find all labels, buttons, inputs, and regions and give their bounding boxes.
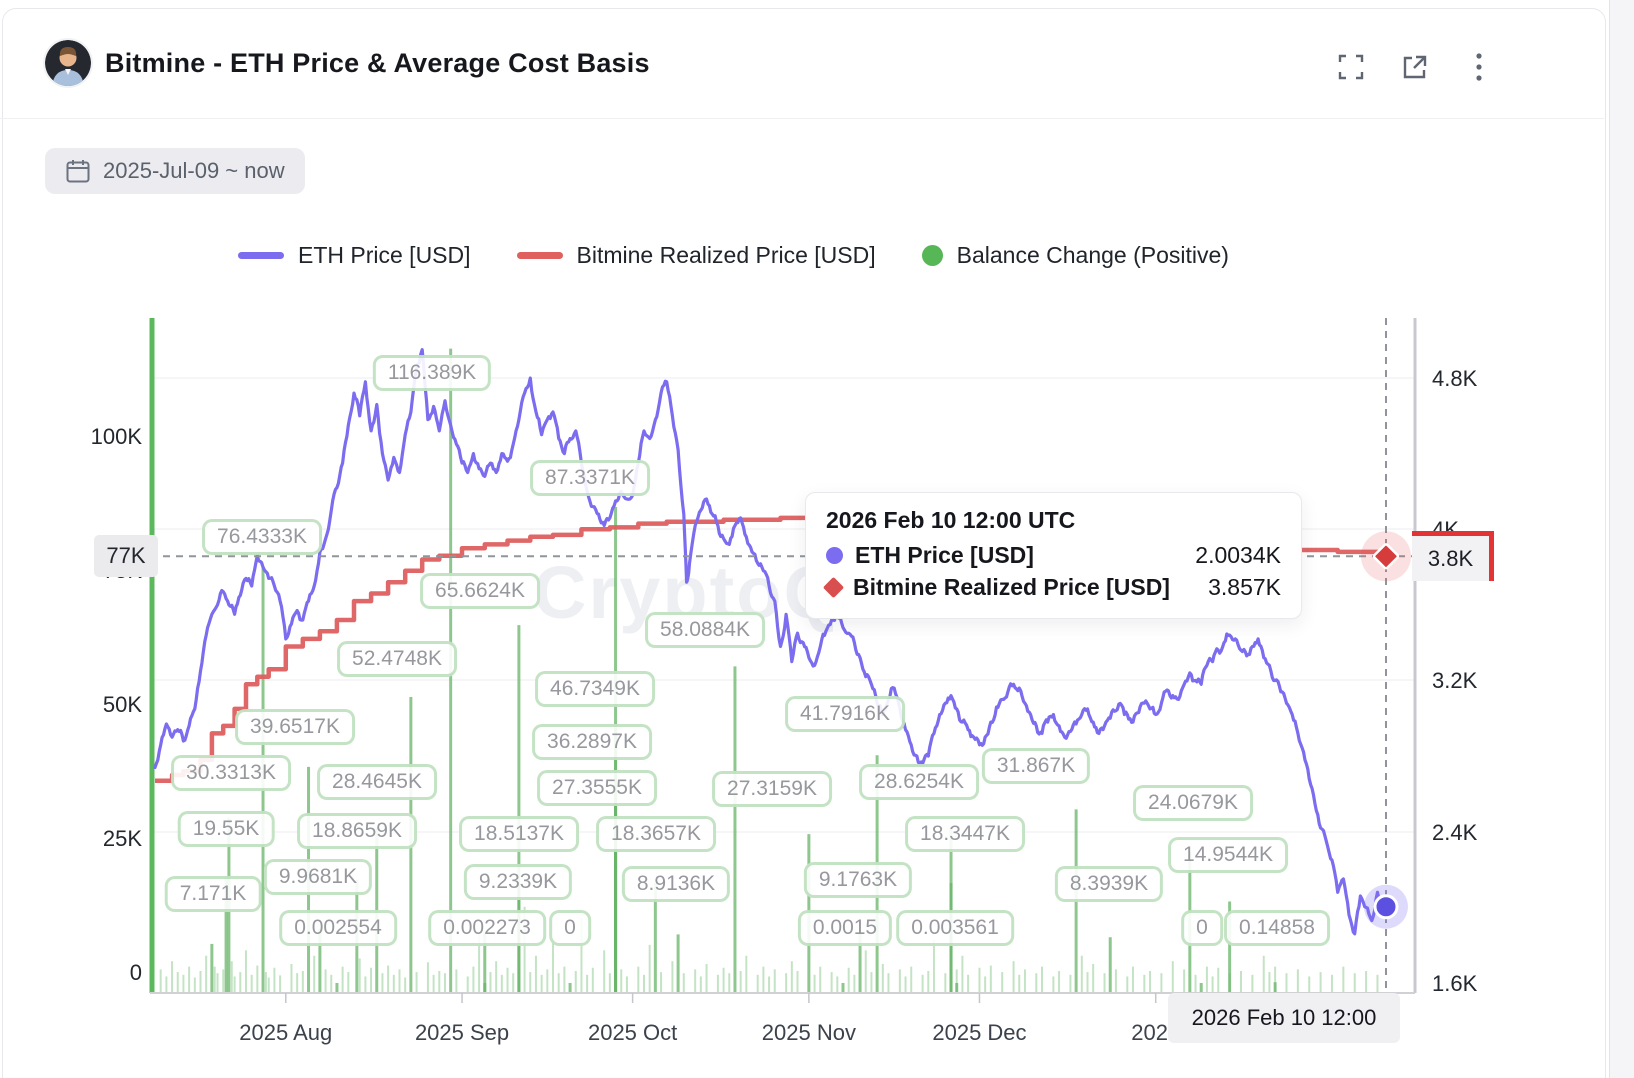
page-title: Bitmine - ETH Price & Average Cost Basis bbox=[105, 48, 650, 78]
tooltip-series-value: 3.857K bbox=[1208, 574, 1281, 600]
eth-line-swatch bbox=[238, 252, 284, 259]
svg-text:3.2K: 3.2K bbox=[1432, 668, 1478, 693]
tooltip-series-label: Bitmine Realized Price [USD] bbox=[853, 574, 1170, 600]
tooltip-row-realized: Bitmine Realized Price [USD] 3.857K bbox=[822, 574, 1281, 601]
header-actions bbox=[1336, 52, 1494, 82]
svg-text:2025 Dec: 2025 Dec bbox=[932, 1020, 1026, 1045]
svg-text:2025 Sep: 2025 Sep bbox=[415, 1020, 509, 1045]
chart-tooltip: 2026 Feb 10 12:00 UTC ETH Price [USD] 2.… bbox=[805, 492, 1302, 619]
realized-line-swatch bbox=[516, 252, 563, 259]
more-menu-button[interactable] bbox=[1464, 52, 1494, 82]
svg-text:100K: 100K bbox=[91, 424, 143, 449]
tooltip-timestamp: 2026 Feb 10 12:00 UTC bbox=[826, 507, 1076, 533]
legend-item-eth-price[interactable]: ETH Price [USD] bbox=[238, 242, 471, 269]
legend-label: Balance Change (Positive) bbox=[956, 242, 1229, 268]
kebab-menu-icon bbox=[1476, 53, 1482, 81]
fullscreen-icon bbox=[1338, 54, 1364, 80]
right-axis-crosshair-badge: 3.8K bbox=[1412, 531, 1494, 582]
balance-change-dot-swatch bbox=[921, 245, 943, 266]
widget-header: Bitmine - ETH Price & Average Cost Basis bbox=[0, 8, 1604, 119]
svg-text:50K: 50K bbox=[103, 692, 142, 717]
realized-marker-icon bbox=[822, 576, 845, 599]
open-external-icon bbox=[1403, 55, 1427, 79]
date-range-label: 2025-Jul-09 ~ now bbox=[103, 158, 285, 183]
legend-item-balance-change[interactable]: Balance Change (Positive) bbox=[921, 242, 1229, 269]
avatar bbox=[45, 40, 91, 86]
svg-text:2.4K: 2.4K bbox=[1432, 820, 1478, 845]
svg-text:0: 0 bbox=[130, 960, 142, 985]
svg-text:1.6K: 1.6K bbox=[1432, 971, 1478, 996]
calendar-icon bbox=[66, 160, 90, 183]
tooltip-series-label: ETH Price [USD] bbox=[855, 542, 1034, 568]
chart-legend: ETH Price [USD] Bitmine Realized Price [… bbox=[238, 242, 1229, 269]
eth-marker-icon bbox=[826, 547, 843, 564]
legend-label: ETH Price [USD] bbox=[298, 242, 471, 268]
date-range-chip[interactable]: 2025-Jul-09 ~ now bbox=[45, 148, 305, 194]
open-external-button[interactable] bbox=[1400, 52, 1430, 82]
legend-label: Bitmine Realized Price [USD] bbox=[576, 242, 876, 268]
svg-text:2025 Oct: 2025 Oct bbox=[588, 1020, 677, 1045]
tooltip-series-value: 2.0034K bbox=[1195, 542, 1281, 568]
svg-text:4.8K: 4.8K bbox=[1432, 366, 1478, 391]
svg-text:2025 Aug: 2025 Aug bbox=[239, 1020, 332, 1045]
tooltip-row-eth: ETH Price [USD] 2.0034K bbox=[826, 542, 1281, 569]
legend-item-realized-price[interactable]: Bitmine Realized Price [USD] bbox=[516, 242, 876, 269]
svg-text:2025 Nov: 2025 Nov bbox=[762, 1020, 856, 1045]
page-scrollbar[interactable] bbox=[1609, 0, 1634, 1078]
time-crosshair-badge: 2026 Feb 10 12:00 bbox=[1168, 993, 1400, 1043]
left-axis-crosshair-badge: 77K bbox=[94, 535, 158, 578]
svg-text:25K: 25K bbox=[103, 826, 142, 851]
fullscreen-button[interactable] bbox=[1336, 52, 1366, 82]
